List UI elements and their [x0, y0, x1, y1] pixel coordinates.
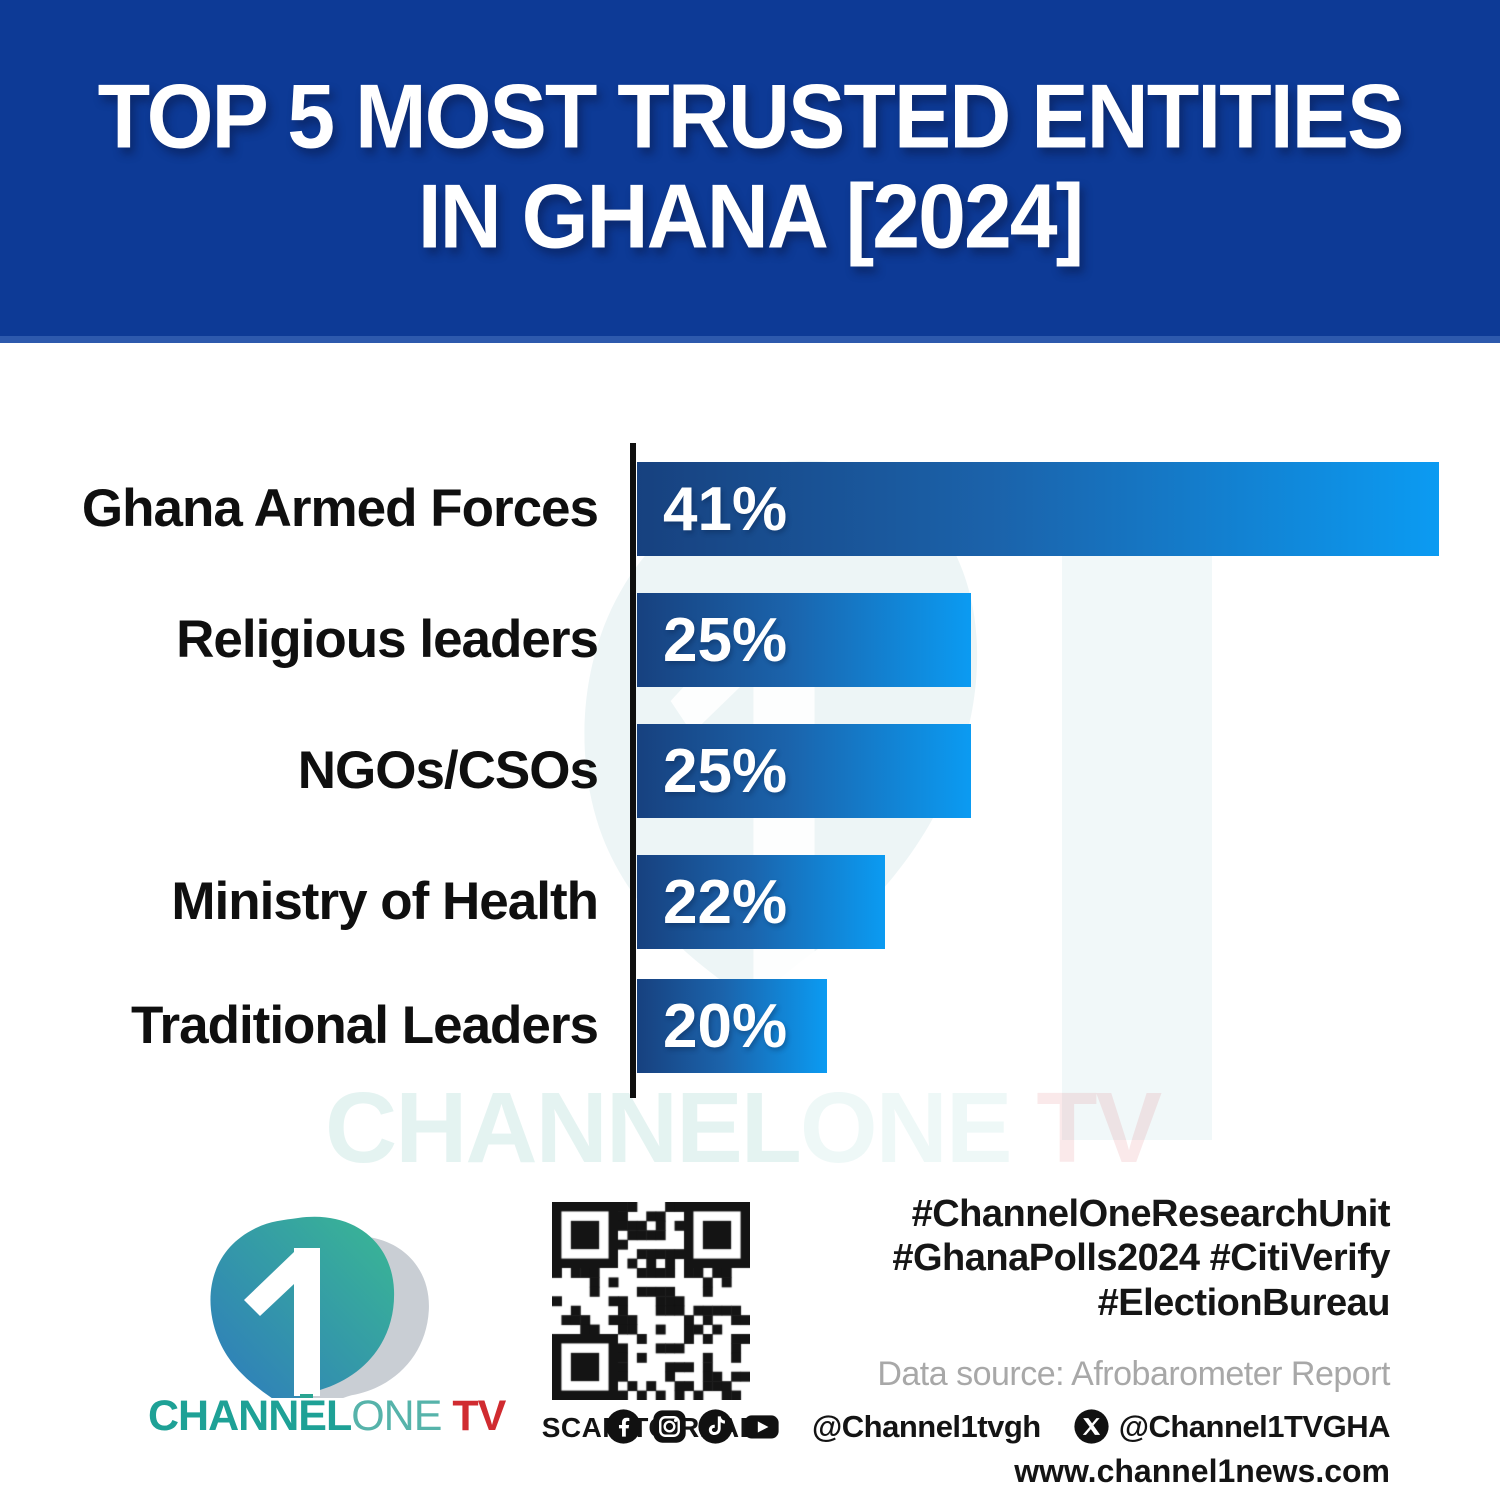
watermark-one: ONE [799, 1072, 1013, 1184]
wordmark-channel: CHANNEL [148, 1392, 352, 1440]
channel-one-logo [210, 1216, 429, 1398]
bar-value-label: 25% [663, 605, 788, 675]
facebook-icon [606, 1409, 641, 1444]
page-title-line-1: TOP 5 MOST TRUSTED ENTITIES [97, 66, 1405, 169]
x-twitter-icon [1074, 1409, 1109, 1444]
channel-one-wordmark: CHANNELONE TV [148, 1392, 506, 1441]
footer-right-block: #ChannelOneResearchUnit #GhanaPolls2024 … [605, 1192, 1391, 1490]
bar-row-ghana-armed-forces: Ghana Armed Forces 41% [0, 462, 1500, 556]
youtube-icon [744, 1415, 779, 1439]
bar-row-traditional-leaders: Traditional Leaders 20% [0, 979, 1500, 1073]
bar-ghana-armed-forces: 41% [637, 462, 1439, 556]
bar-value-label: 25% [663, 736, 788, 806]
instagram-icon [653, 1410, 686, 1444]
category-label: NGOs/CSOs [297, 741, 599, 800]
bar-ngos-csos: 25% [637, 724, 971, 818]
bar-row-ministry-of-health: Ministry of Health 22% [0, 855, 1500, 949]
category-label: Ministry of Health [171, 872, 599, 931]
qr-code [552, 1202, 750, 1400]
bar-row-religious-leaders: Religious leaders 25% [0, 593, 1500, 687]
social-row: @Channel1tvgh @Channel1TVGHA [605, 1408, 1391, 1445]
category-label: Ghana Armed Forces [81, 479, 599, 538]
bar-value-label: 22% [663, 867, 788, 937]
tiktok-icon [698, 1409, 733, 1444]
hashtag-line-3: #ElectionBureau [1097, 1281, 1391, 1324]
header-banner: TOP 5 MOST TRUSTED ENTITIES IN GHANA [20… [0, 0, 1500, 343]
data-source-text: Data source: Afrobarometer Report [877, 1355, 1390, 1394]
hashtag-line-2: #GhanaPolls2024 #CitiVerify [892, 1237, 1390, 1280]
wordmark-one: ONE [351, 1392, 442, 1440]
bar-row-ngos-csos: NGOs/CSOs 25% [0, 724, 1500, 818]
bar-value-label: 41% [663, 474, 788, 544]
watermark-wordmark: CHANNELONE TV [325, 1078, 1162, 1178]
wordmark-tv: TV [441, 1392, 506, 1440]
hashtag-line-1: #ChannelOneResearchUnit [911, 1193, 1391, 1235]
watermark-tv: TV [1010, 1072, 1162, 1184]
social-handle-main: @Channel1tvgh [812, 1408, 1041, 1444]
bar-value-label: 20% [663, 991, 788, 1061]
watermark-channel: CHANNEL [325, 1072, 802, 1184]
bar-traditional-leaders: 20% [637, 979, 827, 1073]
website-url: www.channel1news.com [1014, 1453, 1390, 1490]
page-title-line-2: IN GHANA [2024] [417, 166, 1085, 268]
bar-religious-leaders: 25% [637, 593, 971, 687]
category-label: Religious leaders [176, 610, 599, 669]
social-handle-x: @Channel1TVGHA [1118, 1408, 1391, 1444]
bar-ministry-of-health: 22% [637, 855, 885, 949]
chart-axis-line [630, 443, 636, 1098]
category-label: Traditional Leaders [131, 996, 599, 1055]
